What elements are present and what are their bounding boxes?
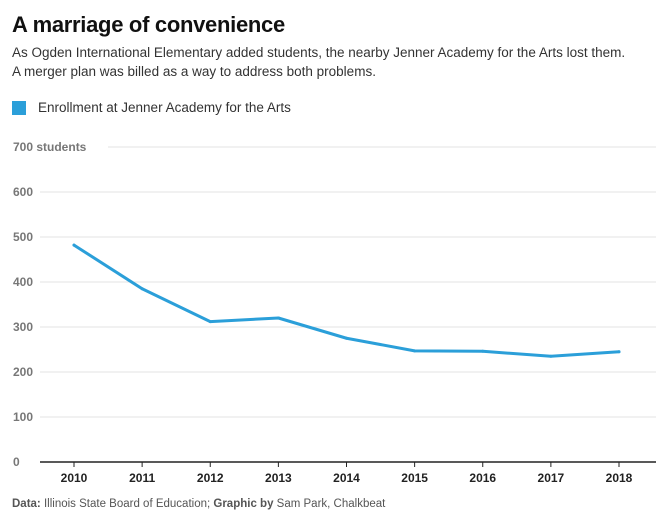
chart-subtitle: As Ogden International Elementary added … <box>12 43 662 81</box>
y-tick-label: 100 <box>13 410 33 424</box>
footer-graphic-label: Graphic by <box>213 498 274 510</box>
x-tick-label: 2010 <box>61 471 88 485</box>
gridlines <box>40 146 656 418</box>
data-point <box>276 316 280 320</box>
chart-title: A marriage of convenience <box>12 12 285 37</box>
data-point <box>617 350 621 354</box>
data-point <box>549 354 553 358</box>
x-tick-label: 2015 <box>401 471 428 485</box>
x-axis-tick-labels: 2010 2011 2012 2013 2014 2015 2016 2017 2018 <box>61 471 633 485</box>
subtitle-line-2: A merger plan was billed as a way to add… <box>12 64 376 79</box>
x-tick-label: 2017 <box>538 471 565 485</box>
x-tick-label: 2014 <box>333 471 360 485</box>
data-point <box>413 349 417 353</box>
y-tick-label: 500 <box>13 230 33 244</box>
chart-footer: Data: Illinois State Board of Education;… <box>12 498 385 510</box>
data-point <box>208 320 212 324</box>
y-tick-label: 600 <box>13 185 33 199</box>
data-point <box>72 243 76 247</box>
data-point <box>345 336 348 340</box>
footer-data-source: Illinois State Board of Education; <box>43 498 211 510</box>
footer-graphic-author: Sam Park, Chalkbeat <box>276 498 386 510</box>
data-point <box>481 349 485 353</box>
x-tick-label: 2016 <box>469 471 496 485</box>
series-layer <box>72 243 621 358</box>
legend-label: Enrollment at Jenner Academy for the Art… <box>38 100 291 115</box>
legend-swatch <box>12 100 26 115</box>
y-tick-label: 300 <box>13 320 33 334</box>
x-tick-label: 2011 <box>129 471 155 485</box>
x-tick-label: 2013 <box>265 471 292 485</box>
y-tick-label: 400 <box>13 275 33 289</box>
y-tick-label: 200 <box>13 365 33 379</box>
y-tick-label: 0 <box>13 455 20 469</box>
data-point <box>140 287 144 291</box>
subtitle-line-1: As Ogden International Elementary added … <box>12 45 626 60</box>
footer-data-label: Data: <box>12 498 41 510</box>
legend: Enrollment at Jenner Academy for the Art… <box>12 100 291 115</box>
y-tick-label: 700 students <box>13 140 87 154</box>
x-tick-label: 2018 <box>606 471 633 485</box>
x-axis <box>40 461 656 467</box>
y-axis-tick-labels: 0 100 200 300 400 500 600 700 students <box>13 140 87 469</box>
x-tick-label: 2012 <box>197 471 224 485</box>
